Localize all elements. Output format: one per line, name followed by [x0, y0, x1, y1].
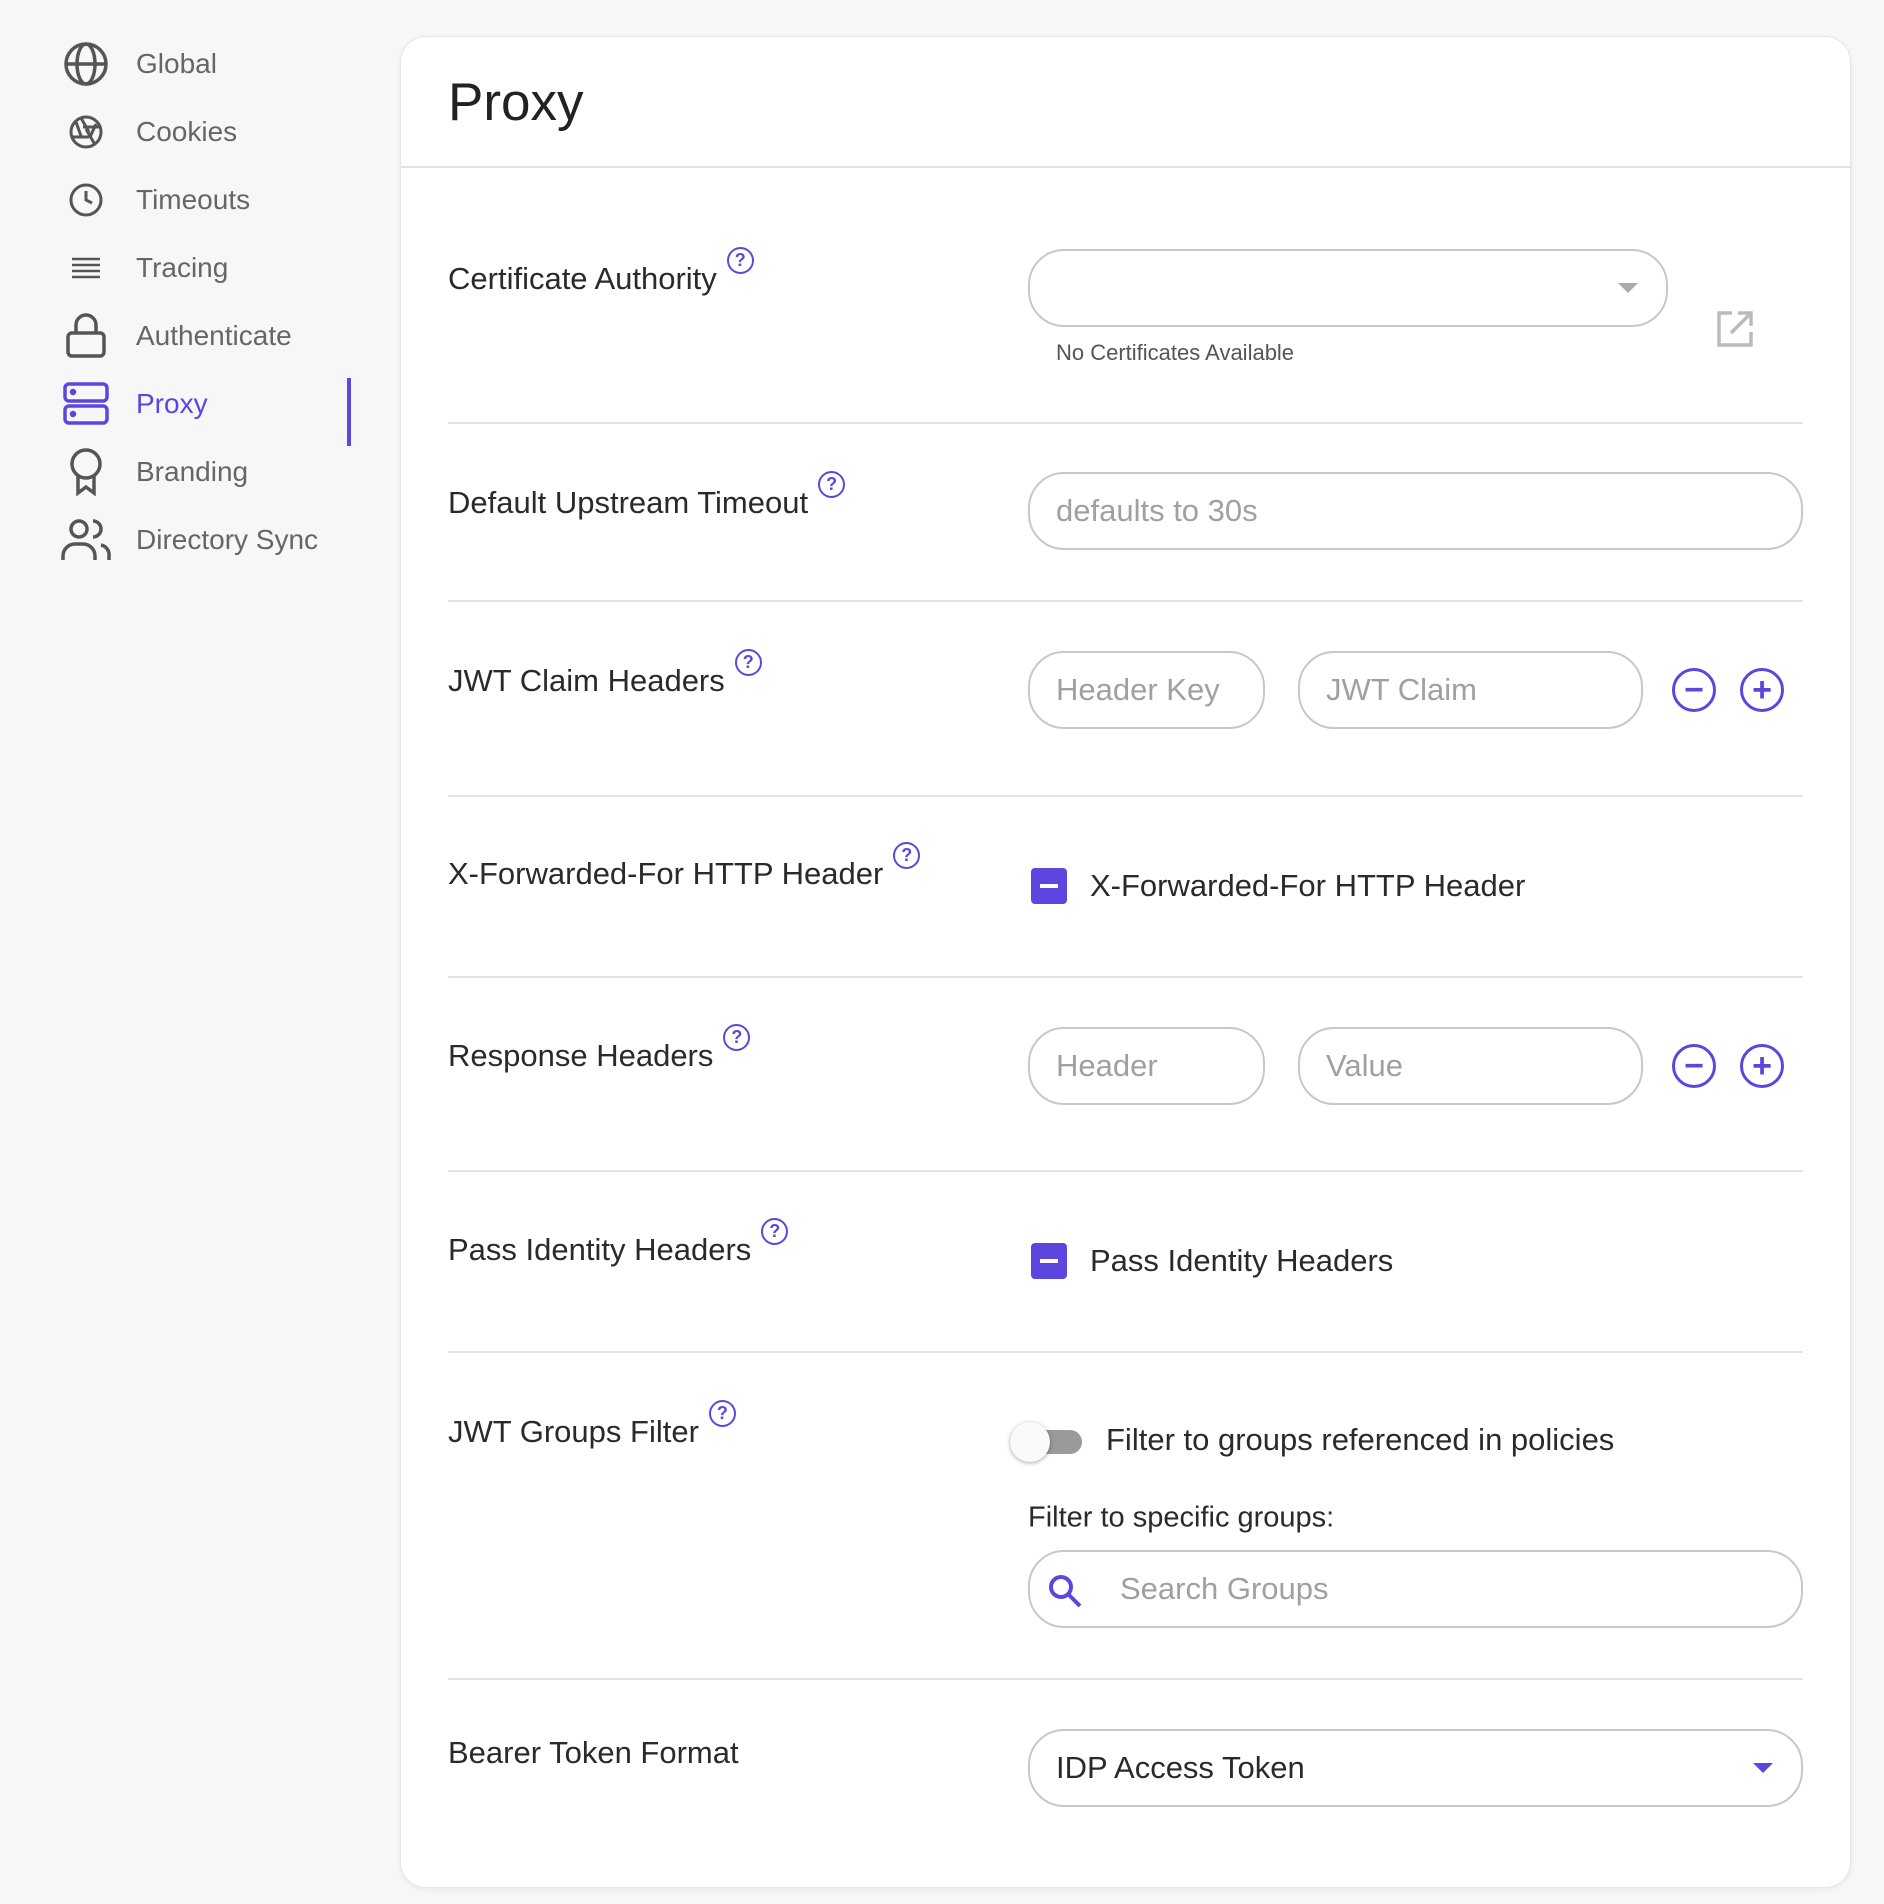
certificate-helper-text: No Certificates Available — [1056, 340, 1295, 365]
jwt-claim-headers-label: JWT Claim Headers? — [448, 649, 762, 699]
divider — [448, 795, 1803, 797]
label-text: JWT Claim Headers — [448, 663, 725, 698]
label-text: Bearer Token Format — [448, 1735, 739, 1770]
external-link-icon[interactable] — [1716, 310, 1754, 353]
remove-row-button[interactable]: − — [1672, 1044, 1716, 1088]
sidebar-item-label: Proxy — [136, 388, 208, 419]
add-row-button[interactable]: + — [1740, 1044, 1784, 1088]
remove-row-button[interactable]: − — [1672, 668, 1716, 712]
server-icon — [60, 378, 112, 430]
certificate-authority-label: Certificate Authority? — [448, 247, 754, 297]
help-icon[interactable]: ? — [708, 1400, 736, 1427]
sidebar-item-label: Tracing — [136, 252, 229, 283]
label-text: Pass Identity Headers — [448, 1232, 752, 1267]
aperture-icon — [60, 106, 112, 158]
groups-toggle-label: Filter to groups referenced in policies — [1106, 1422, 1615, 1457]
placeholder: JWT Claim — [1326, 672, 1477, 707]
help-icon[interactable]: ? — [726, 247, 754, 274]
placeholder: Header Key — [1056, 672, 1220, 707]
jwt-claim-input[interactable]: JWT Claim — [1298, 651, 1643, 729]
sidebar-item-timeouts[interactable]: Timeouts — [60, 170, 350, 230]
label-text: Response Headers — [448, 1038, 714, 1073]
lines-icon — [60, 242, 112, 294]
xff-checkbox[interactable] — [1031, 868, 1067, 904]
divider — [448, 422, 1803, 424]
toggle-thumb — [1010, 1422, 1050, 1462]
indeterminate-icon — [1040, 884, 1058, 888]
divider — [448, 1351, 1803, 1353]
sidebar-item-directory-sync[interactable]: Directory Sync — [60, 510, 350, 570]
xff-checkbox-label[interactable]: X-Forwarded-For HTTP Header — [1090, 868, 1526, 903]
plus-icon: + — [1752, 671, 1772, 709]
page-title: Proxy — [448, 73, 584, 132]
help-icon[interactable]: ? — [761, 1218, 789, 1245]
placeholder: Search Groups — [1120, 1571, 1329, 1606]
divider — [448, 600, 1803, 602]
globe-icon — [60, 38, 112, 90]
xff-label: X-Forwarded-For HTTP Header? — [448, 842, 921, 892]
help-icon[interactable]: ? — [818, 471, 846, 498]
divider — [448, 1678, 1803, 1680]
caret-down-icon — [1753, 1763, 1773, 1773]
sidebar-item-global[interactable]: Global — [60, 34, 350, 94]
sidebar-item-proxy[interactable]: Proxy — [60, 374, 350, 434]
divider — [448, 1170, 1803, 1172]
label-text: Certificate Authority — [448, 261, 717, 296]
select-value: IDP Access Token — [1056, 1750, 1305, 1785]
bearer-token-format-select[interactable]: IDP Access Token — [1028, 1729, 1803, 1807]
upstream-timeout-label: Default Upstream Timeout? — [448, 471, 846, 521]
label-text: Default Upstream Timeout — [448, 485, 809, 520]
specific-groups-label: Filter to specific groups: — [1028, 1501, 1335, 1534]
sidebar-item-label: Timeouts — [136, 184, 251, 215]
search-groups-input[interactable]: Search Groups — [1028, 1550, 1803, 1628]
header-key-input[interactable]: Header Key — [1028, 651, 1265, 729]
divider — [400, 166, 1851, 168]
placeholder: Header — [1056, 1048, 1158, 1083]
pass-identity-checkbox-label[interactable]: Pass Identity Headers — [1090, 1243, 1394, 1278]
search-icon — [1046, 1572, 1086, 1620]
pass-identity-checkbox[interactable] — [1031, 1243, 1067, 1279]
response-value-input[interactable]: Value — [1298, 1027, 1643, 1105]
sidebar-item-label: Authenticate — [136, 320, 292, 351]
response-headers-label: Response Headers? — [448, 1024, 751, 1074]
jwt-groups-label: JWT Groups Filter? — [448, 1400, 736, 1450]
response-header-input[interactable]: Header — [1028, 1027, 1265, 1105]
sidebar-item-cookies[interactable]: Cookies — [60, 102, 350, 162]
label-text: X-Forwarded-For HTTP Header — [448, 856, 884, 891]
help-icon[interactable]: ? — [723, 1024, 751, 1051]
divider — [448, 976, 1803, 978]
sidebar-item-label: Cookies — [136, 116, 238, 147]
certificate-authority-select[interactable] — [1028, 249, 1668, 327]
award-icon — [60, 446, 112, 498]
sidebar-item-tracing[interactable]: Tracing — [60, 238, 350, 298]
placeholder: Value — [1326, 1048, 1403, 1083]
plus-icon: + — [1752, 1047, 1772, 1085]
placeholder: defaults to 30s — [1056, 493, 1258, 528]
minus-icon: − — [1684, 671, 1704, 709]
help-icon[interactable]: ? — [734, 649, 762, 676]
lock-icon — [60, 310, 112, 362]
upstream-timeout-input[interactable]: defaults to 30s — [1028, 472, 1803, 550]
caret-down-icon — [1618, 283, 1638, 293]
sidebar-item-label: Branding — [136, 456, 249, 487]
sidebar-item-label: Directory Sync — [136, 524, 319, 555]
bearer-token-format-label: Bearer Token Format — [448, 1735, 739, 1771]
clock-icon — [60, 174, 112, 226]
groups-toggle[interactable] — [1010, 1420, 1084, 1462]
label-text: JWT Groups Filter — [448, 1414, 699, 1449]
add-row-button[interactable]: + — [1740, 668, 1784, 712]
pass-identity-label: Pass Identity Headers? — [448, 1218, 789, 1268]
help-icon[interactable]: ? — [893, 842, 921, 869]
active-indicator — [347, 378, 351, 446]
sidebar-item-label: Global — [136, 48, 217, 79]
sidebar-item-branding[interactable]: Branding — [60, 442, 350, 502]
sidebar-item-authenticate[interactable]: Authenticate — [60, 306, 350, 366]
indeterminate-icon — [1040, 1259, 1058, 1263]
minus-icon: − — [1684, 1047, 1704, 1085]
users-icon — [60, 514, 112, 566]
